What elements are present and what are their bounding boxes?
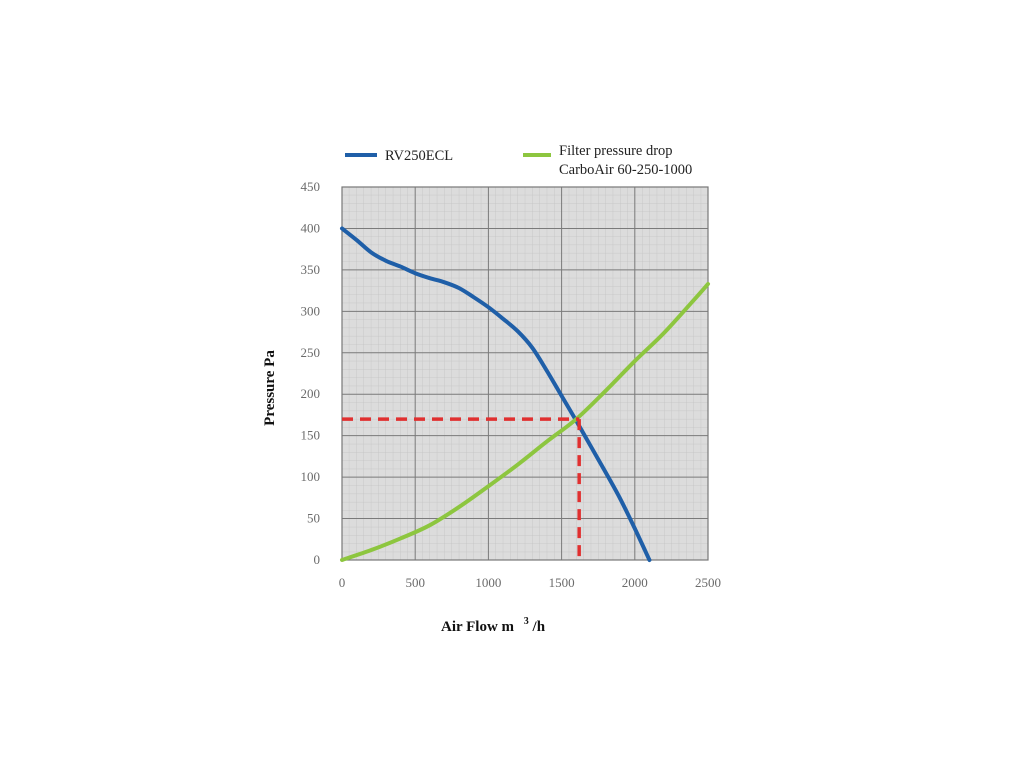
x-axis-title-main: Air Flow m [441, 619, 515, 635]
y-tick-label-100: 100 [301, 469, 321, 484]
plot-border [341, 186, 709, 561]
major-grid [341, 186, 709, 561]
series-line-filter-pressure-drop [340, 281, 710, 562]
x-tick-label-1000: 1000 [475, 575, 501, 590]
y-tick-label-350: 350 [301, 262, 321, 277]
x-tick-label-2000: 2000 [622, 575, 648, 590]
y-tick-label-250: 250 [301, 345, 321, 360]
x-tick-label-1500: 1500 [549, 575, 575, 590]
x-axis-title-superscript: 3 [524, 616, 529, 627]
x-axis-title-suffix: /h [532, 619, 546, 635]
x-tick-label-0: 0 [339, 575, 346, 590]
y-tick-label-200: 200 [301, 386, 321, 401]
x-axis-title: Air Flow m 3 /h [441, 612, 546, 635]
series-layer [340, 226, 710, 562]
y-tick-labels: 0 50 100 150 200 250 300 350 400 450 [301, 179, 321, 567]
y-tick-label-150: 150 [301, 428, 321, 443]
x-tick-label-2500: 2500 [695, 575, 721, 590]
series-line-rv250ecl [340, 226, 652, 562]
legend-label-filter-line2: CarboAir 60-250-1000 [559, 162, 692, 178]
y-tick-label-300: 300 [301, 303, 321, 318]
y-tick-label-50: 50 [307, 511, 320, 526]
y-tick-label-0: 0 [314, 552, 321, 567]
legend-label-filter-line1: Filter pressure drop [559, 143, 673, 159]
x-tick-label-500: 500 [405, 575, 425, 590]
minor-grid [342, 187, 708, 560]
y-axis-title: Pressure Pa [262, 350, 278, 426]
y-tick-label-450: 450 [301, 179, 321, 194]
legend-label-rv250ecl: RV250ECL [385, 148, 453, 164]
legend: RV250ECL Filter pressure drop CarboAir 6… [345, 143, 692, 178]
x-tick-labels: 0 500 1000 1500 2000 2500 [339, 575, 721, 590]
y-tick-label-400: 400 [301, 220, 321, 235]
operating-point-guides [342, 417, 581, 560]
